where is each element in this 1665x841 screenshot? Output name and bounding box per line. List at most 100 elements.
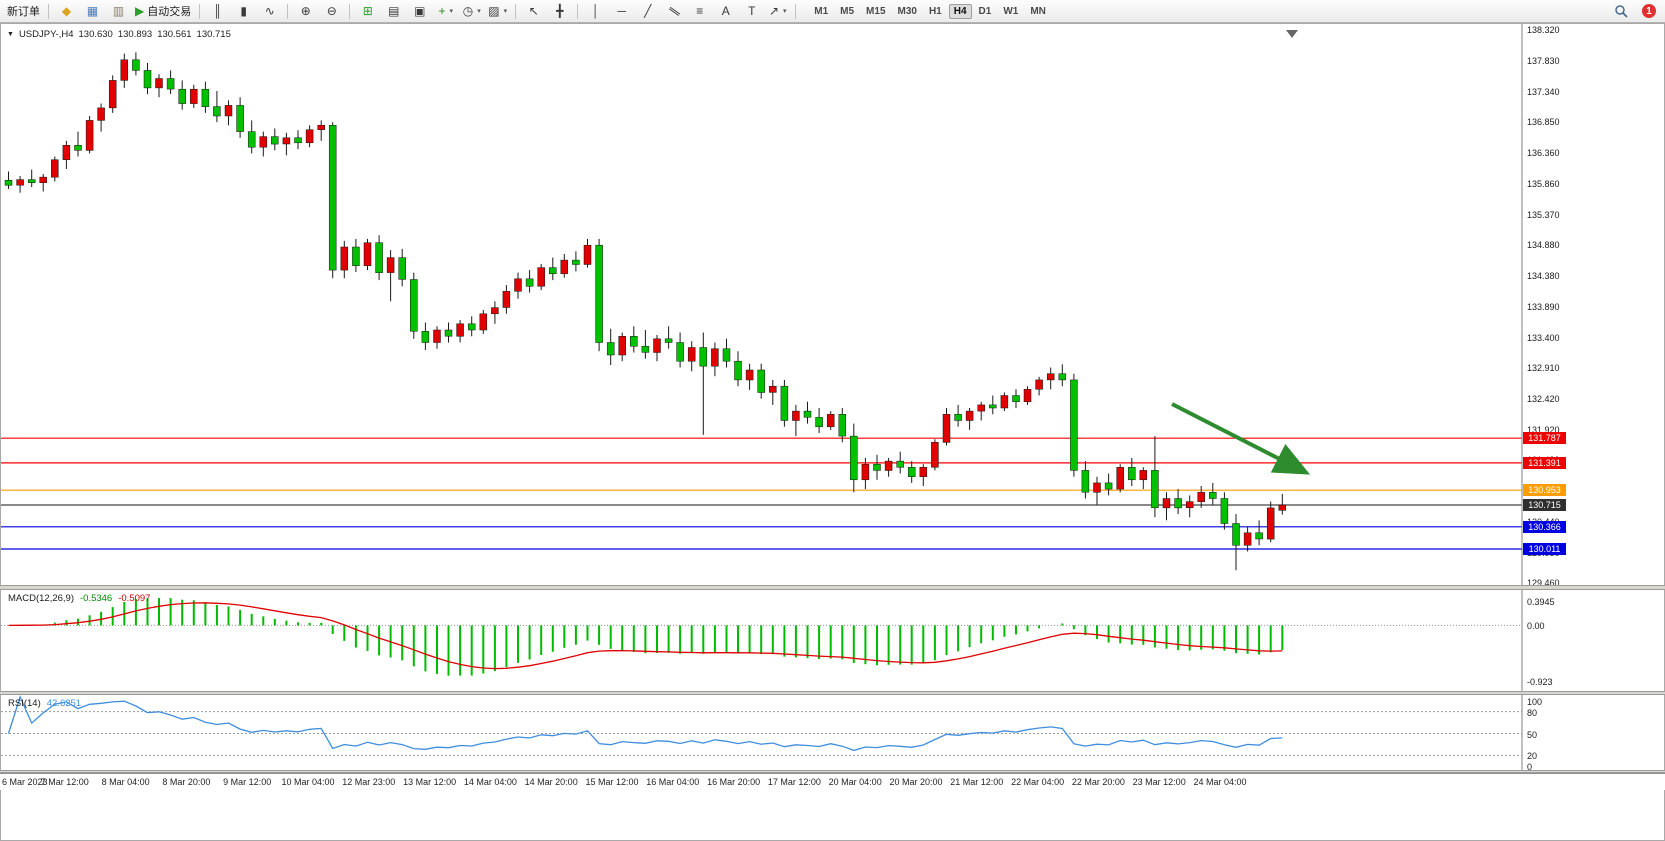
notification-badge[interactable]: 1 [1642,4,1656,18]
rsi-label-row: RSI(14) 42.6251 [8,698,81,709]
arrange-windows-icon: ▣ [414,4,426,18]
text-icon[interactable]: A [713,2,738,20]
panel-divider[interactable] [0,691,1665,695]
panel-divider[interactable] [0,770,1665,773]
time-axis[interactable]: 6 Mar 2023 7 Mar 12:00 8 Mar 04:00 8 Mar 20… [0,773,1665,790]
cascade-windows-icon[interactable]: ▤ [381,2,406,20]
shapes-icon[interactable]: ↗ ▾ [765,2,790,20]
vertical-line-icon: │ [591,4,600,18]
toolbar-separator [287,3,289,19]
zoom-out-icon[interactable]: ⊖ [319,2,344,20]
autotrading-button[interactable]: ▶ 自动交易 [132,2,194,20]
chart-shift-marker[interactable] [1286,30,1298,38]
chart-title: ▼ USDJPY-,H4 130.630 130.893 130.561 130… [7,29,231,40]
timeframe-h1[interactable]: H1 [928,5,942,17]
tile-windows-icon[interactable]: ⊞ [355,2,380,20]
caret-down-icon: ▾ [449,8,453,15]
periods-icon[interactable]: ◷ ▾ [459,2,484,20]
timeframe-m5[interactable]: M5 [840,5,855,17]
chart-collapse-icon[interactable]: ▼ [7,31,14,38]
toolbar-separator [515,3,517,19]
autotrading-button: ▶ [135,4,145,18]
trendline-icon: ╱ [644,4,652,18]
zoom-in-icon[interactable]: ⊕ [293,2,318,20]
time-label: 7 Mar 12:00 [40,777,89,787]
timeframe-m1[interactable]: M1 [814,5,829,17]
time-label: 22 Mar 04:00 [1011,777,1065,787]
autotrading-button-label: 自动交易 [147,6,192,18]
templates-icon: ▨ [488,4,500,18]
line-chart-icon[interactable]: ∿ [257,2,282,20]
time-label: 15 Mar 12:00 [585,777,639,787]
candlestick-chart-icon[interactable]: ▮ [231,2,256,20]
time-label: 12 Mar 23:00 [342,777,396,787]
time-label: 10 Mar 04:00 [281,777,335,787]
text-icon: A [721,4,730,18]
timeframe-m30[interactable]: M30 [897,5,917,17]
shapes-icon: ↗ [768,4,779,18]
equidistant-channel-icon[interactable]: ∥ [661,2,686,20]
vertical-line-icon[interactable]: │ [583,2,608,20]
caret-down-icon: ▾ [503,8,508,15]
time-label: 22 Mar 20:00 [1071,777,1125,787]
toolbar-separator [349,3,351,19]
indicators-icon[interactable]: + ▾ [433,2,458,20]
periods-icon: ◷ [462,4,474,18]
rsi-label: RSI(14) [8,698,41,709]
time-label: 16 Mar 20:00 [707,777,761,787]
horizontal-lines-layer[interactable] [1,437,1522,550]
timeframe-h4[interactable]: H4 [948,3,972,19]
macd-label: MACD(12,26,9) [8,593,74,604]
macd-label-row: MACD(12,26,9) -0.5346 -0.5097 [8,593,150,604]
trendline-icon[interactable]: ╱ [635,2,660,20]
time-label: 6 Mar 2023 [2,777,48,787]
market-watch-icon: ▥ [112,4,125,18]
timeframe-w1[interactable]: W1 [1003,5,1019,17]
tile-windows-icon: ⊞ [362,4,373,18]
crosshair-icon[interactable]: ╋ [547,2,572,20]
horizontal-line-icon[interactable]: ─ [609,2,634,20]
horizontal-line-icon: ─ [617,4,626,18]
caret-down-icon: ▾ [783,8,787,15]
metaeditor-icon[interactable]: ◆ [54,2,79,20]
indicators-icon: + [438,4,446,18]
label-icon[interactable]: T [739,2,764,20]
search-icon[interactable] [1608,2,1633,20]
timeframe-m15[interactable]: M15 [866,5,886,17]
time-label: 24 Mar 04:00 [1193,777,1247,787]
fibonacci-icon[interactable]: ≡ [687,2,712,20]
zoom-out-icon: ⊖ [326,4,337,18]
caret-down-icon: ▾ [477,8,481,15]
cascade-windows-icon: ▤ [388,4,400,18]
bar-chart-icon: ║ [213,4,222,18]
chart-window [0,23,1665,841]
crosshair-icon: ╋ [556,4,564,18]
cursor-icon[interactable]: ↖ [521,2,546,20]
ohlc-close: 130.715 [196,29,231,40]
cursor-icon: ↖ [528,4,539,18]
rsi-line [7,695,1283,752]
arrange-windows-icon[interactable]: ▣ [407,2,432,20]
timeframe-d1[interactable]: D1 [978,5,992,17]
templates-icon[interactable]: ▨ ▾ [485,2,510,20]
time-label: 21 Mar 12:00 [950,777,1004,787]
ohlc-high: 130.893 [117,29,153,40]
timeframe-mn[interactable]: MN [1030,5,1046,17]
market-watch-icon[interactable]: ▥ [106,2,131,20]
data-window-icon[interactable]: ▦ [80,2,105,20]
zoom-in-icon: ⊕ [300,4,311,18]
label-icon: T [748,4,756,18]
macd-signal-value: -0.5097 [118,593,151,604]
toolbar-separator [199,3,201,19]
time-label: 20 Mar 04:00 [828,777,882,787]
trend-arrow-annotation[interactable] [1171,402,1311,475]
panel-divider[interactable] [0,585,1665,590]
candlestick-chart-icon: ▮ [240,4,248,18]
time-label: 14 Mar 20:00 [524,777,578,787]
ohlc-low: 130.561 [157,29,192,40]
macd-signal-line [8,602,1283,670]
new-order-button[interactable]: 新订单 [4,2,43,20]
bar-chart-icon[interactable]: ║ [205,2,230,20]
